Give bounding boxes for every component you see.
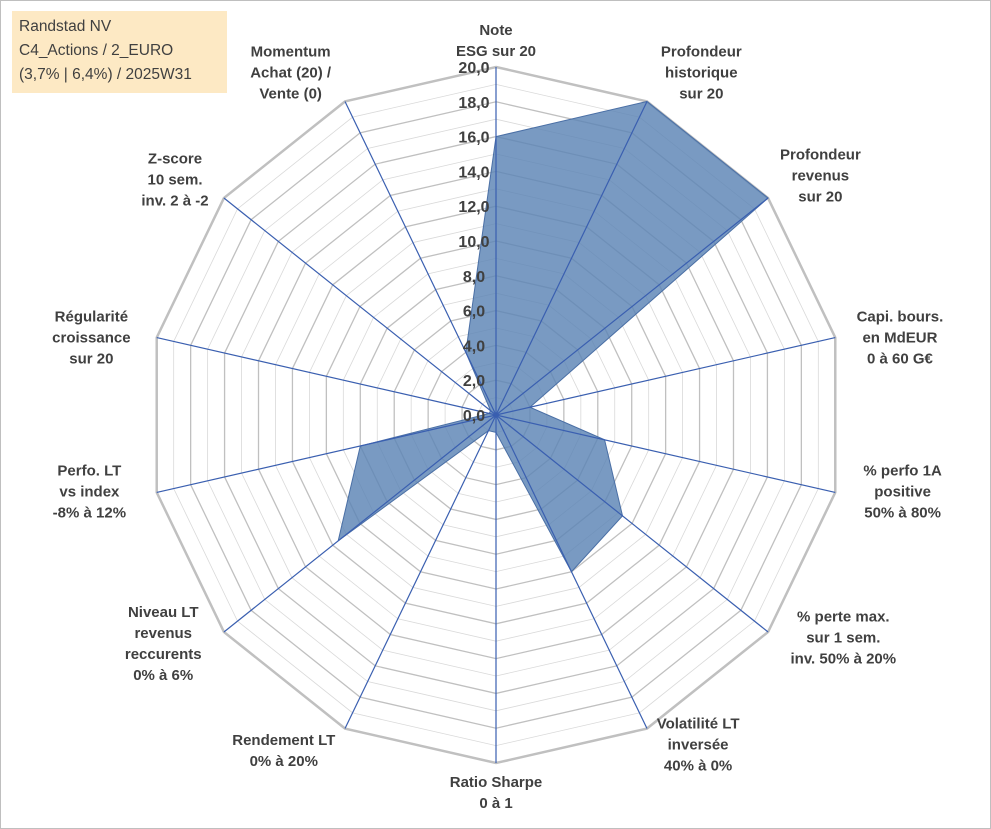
- axis-label: Note ESG sur 20: [456, 20, 536, 62]
- axis-label-line: sur 1 sem.: [806, 629, 881, 647]
- axis-spoke: [495, 336, 836, 416]
- spoke-layer: [156, 67, 836, 763]
- tick-label: 4,0: [463, 338, 485, 355]
- axis-label-line: Z-score: [147, 150, 203, 168]
- axis-label-line: positive: [874, 483, 931, 501]
- axis-label: Perfo. LT vs index -8% à 12%: [53, 461, 126, 524]
- axis-label-line: inv. 50% à 20%: [790, 650, 897, 668]
- axis-label-line: ESG sur 20: [455, 43, 537, 60]
- axis-label-line: Régularité: [54, 308, 129, 326]
- axis-label-line: 10 sem.: [147, 171, 203, 189]
- tick-label: 6,0: [463, 304, 485, 321]
- axis-label-line: historique: [665, 64, 738, 82]
- axis-label-line: Ratio Sharpe: [449, 774, 543, 791]
- axis-label-line: sur 20: [679, 85, 724, 103]
- tick-label: 20,0: [458, 60, 489, 77]
- series-layer: [337, 100, 769, 573]
- axis-label-line: revenus: [791, 167, 850, 185]
- axis-label-line: Momentum: [250, 43, 331, 61]
- axis-label: Régularité croissance sur 20: [52, 306, 130, 369]
- axis-spoke: [495, 101, 648, 416]
- tick-label: 14,0: [458, 164, 489, 181]
- axis-spoke: [223, 414, 497, 633]
- axis-label: Momentum Achat (20) / Vente (0): [250, 42, 331, 105]
- axis-label: Capi. bours. en MdEUR 0 à 60 G€: [857, 306, 944, 369]
- axis-label: % perte max. sur 1 sem. inv. 50% à 20%: [791, 606, 897, 669]
- axis-label-line: -8% à 12%: [52, 504, 127, 522]
- axis-label-line: vs index: [59, 483, 120, 501]
- tick-labels: 0,0 2,0 4,0 6,0 8,0 10,0 12,0 14,0 16,0 18,0 20,0: [458, 60, 489, 425]
- axis-label-line: 0% à 20%: [249, 752, 318, 770]
- axis-label-line: % perte max.: [797, 608, 890, 626]
- axis-label-line: 40% à 0%: [663, 757, 733, 775]
- axis-spoke: [344, 101, 497, 416]
- tick-label: 18,0: [458, 95, 489, 112]
- axis-label-line: Profondeur: [779, 146, 861, 164]
- axis-spoke: [223, 197, 497, 416]
- axis-label-line: Vente (0): [259, 85, 322, 103]
- axis-label: Volatilité LT inversée 40% à 0%: [657, 713, 740, 776]
- score-line: (3,7% | 6,4%) / 2025W31: [19, 66, 192, 83]
- axis-label-line: reccurents: [124, 645, 202, 663]
- axis-label-line: Niveau LT: [127, 603, 199, 621]
- axis-label: Profondeur revenus sur 20: [780, 145, 861, 208]
- axis-label: Rendement LT 0% à 20%: [232, 730, 335, 772]
- axis-spoke: [495, 414, 769, 633]
- series-area: [337, 100, 769, 573]
- axis-label-line: 0% à 6%: [133, 666, 194, 684]
- axis-label-line: Perfo. LT: [57, 462, 122, 480]
- tick-label: 12,0: [458, 199, 489, 216]
- tick-label: 2,0: [463, 373, 485, 390]
- axis-spoke: [495, 197, 769, 416]
- axis-label-line: Volatilité LT: [656, 715, 740, 733]
- tick-label: 0,0: [463, 408, 485, 425]
- axis-label-line: sur 20: [69, 350, 114, 368]
- axis-label-line: Rendement LT: [232, 731, 336, 749]
- company-name: Randstad NV: [19, 18, 112, 35]
- axis-label-line: 50% à 80%: [864, 504, 941, 522]
- axis-label-line: 0 à 1: [479, 795, 513, 812]
- axis-label: Z-score 10 sem. inv. 2 à -2: [141, 149, 208, 212]
- tick-label: 16,0: [458, 130, 489, 147]
- axis-label-line: revenus: [134, 624, 192, 642]
- axis-spoke: [495, 414, 836, 494]
- axis-label-line: 0 à 60 G€: [866, 350, 933, 368]
- tick-label: 10,0: [458, 234, 489, 251]
- axis-label: % perfo 1A positive 50% à 80%: [863, 461, 941, 524]
- axis-label-line: Profondeur: [660, 43, 742, 61]
- axis-label-line: en MdEUR: [862, 329, 938, 347]
- axis-spoke: [344, 414, 497, 729]
- axis-label-line: % perfo 1A: [863, 462, 942, 480]
- axis-label: Profondeur historique sur 20: [661, 42, 742, 105]
- axis-spoke: [495, 414, 648, 729]
- axis-label-line: croissance: [52, 329, 131, 347]
- axis-label-line: inv. 2 à -2: [141, 192, 209, 210]
- axis-spoke: [156, 414, 497, 494]
- axis-label-line: Achat (20) /: [250, 64, 332, 82]
- axis-label: Ratio Sharpe 0 à 1: [450, 772, 543, 814]
- axis-label-line: sur 20: [798, 188, 843, 206]
- axis-spoke: [156, 336, 497, 416]
- axis-label-line: Capi. bours.: [856, 308, 944, 326]
- axis-label-line: Note: [479, 22, 513, 39]
- chart-title-box: Randstad NV C4_Actions / 2_EURO (3,7% | …: [12, 11, 227, 93]
- axis-label: Niveau LT revenus reccurents 0% à 6%: [125, 602, 202, 686]
- axis-label-line: inversée: [667, 736, 729, 754]
- category-line: C4_Actions / 2_EURO: [19, 42, 174, 59]
- tick-label: 8,0: [463, 269, 485, 286]
